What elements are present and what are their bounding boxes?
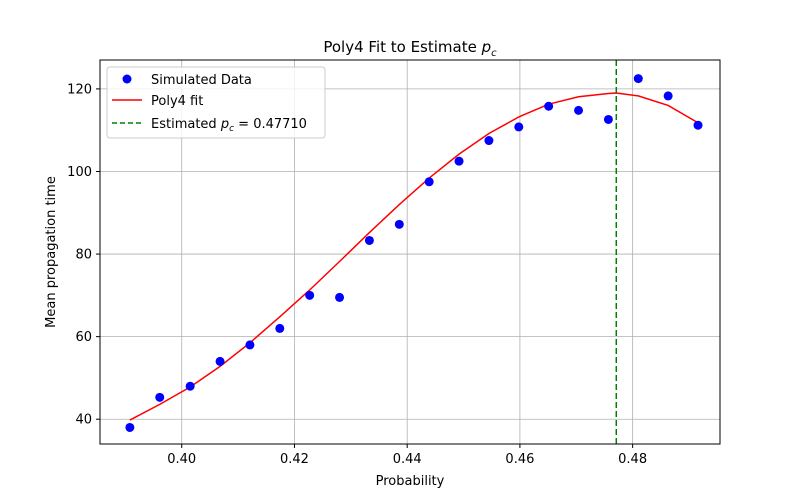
legend-label-poly4: Poly4 fit — [151, 94, 203, 109]
x-tick-label: 0.46 — [505, 452, 534, 467]
data-point — [215, 356, 225, 366]
y-tick-label: 60 — [75, 330, 92, 345]
legend-marker-simulated — [122, 74, 132, 84]
x-tick-label: 0.40 — [167, 452, 196, 467]
data-point — [305, 290, 315, 300]
x-tick-label: 0.48 — [618, 452, 647, 467]
legend: Simulated Data Poly4 fit Estimated pc = … — [106, 66, 326, 139]
data-point — [484, 136, 494, 146]
x-tick-label: 0.44 — [393, 452, 422, 467]
x-axis-label: Probability — [376, 474, 445, 489]
plot-area — [125, 60, 703, 444]
data-point — [335, 292, 345, 302]
data-point — [394, 219, 404, 229]
data-point — [514, 122, 524, 132]
legend-label-simulated: Simulated Data — [151, 73, 252, 88]
data-point — [125, 422, 135, 432]
data-point — [633, 74, 643, 84]
data-point — [454, 156, 464, 166]
data-point — [245, 340, 255, 350]
data-point — [364, 235, 374, 245]
data-point — [424, 177, 434, 187]
data-point — [603, 114, 613, 124]
data-point — [574, 105, 584, 115]
y-tick-label: 100 — [67, 165, 92, 180]
data-point — [155, 392, 165, 402]
legend-label-estimate: Estimated pc = 0.47710 — [151, 117, 307, 134]
legend-box — [106, 66, 326, 139]
y-tick-label: 40 — [75, 413, 92, 428]
chart-title: Poly4 Fit to Estimate pc — [323, 38, 497, 59]
data-point — [693, 120, 703, 130]
axis-ticks: 0.40 0.42 0.44 0.46 0.48 40 60 80 100 120 — [67, 82, 647, 467]
y-tick-label: 80 — [75, 248, 92, 263]
data-point — [185, 381, 195, 391]
data-point — [663, 91, 673, 101]
x-tick-label: 0.42 — [280, 452, 309, 467]
data-point — [275, 323, 285, 333]
data-point — [544, 101, 554, 111]
y-tick-label: 120 — [67, 82, 92, 97]
axes-frame — [99, 59, 721, 445]
y-axis-label: Mean propagation time — [44, 176, 59, 328]
